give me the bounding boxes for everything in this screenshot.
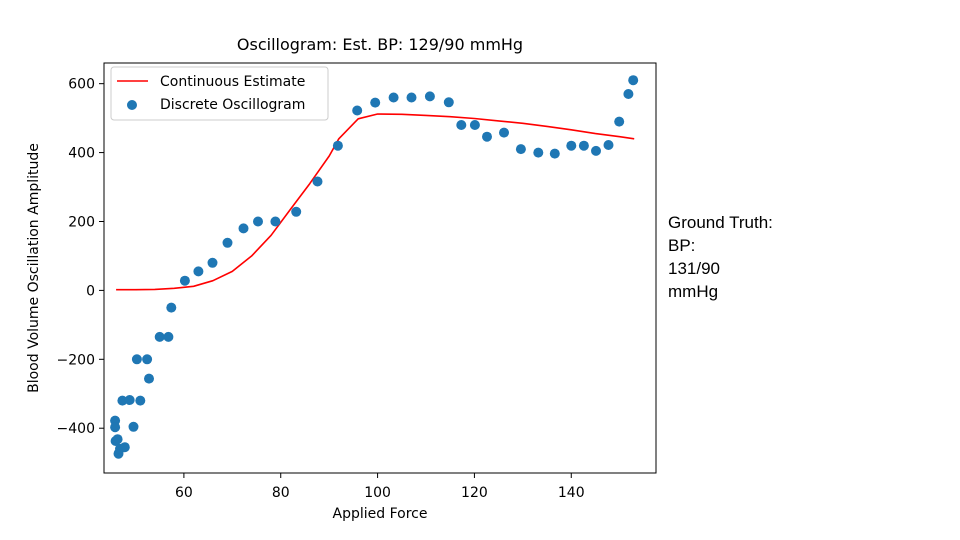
oscillogram-point <box>549 148 560 159</box>
oscillogram-point <box>119 442 130 453</box>
oscillogram-point <box>128 421 139 432</box>
oscillogram-point <box>270 216 281 227</box>
legend: Continuous Estimate Discrete Oscillogram <box>110 66 329 121</box>
x-axis-label: Applied Force <box>333 506 428 522</box>
oscillogram-point <box>406 92 417 103</box>
oscillogram-point <box>515 144 526 155</box>
oscillogram-point <box>117 395 128 406</box>
oscillogram-point <box>482 131 492 142</box>
oscillogram-point <box>312 176 323 187</box>
legend-entry-continuous: Continuous Estimate <box>160 74 305 90</box>
plot-frame <box>103 62 657 474</box>
oscillogram-point <box>135 395 146 406</box>
y-tick-label: 0 <box>86 283 95 299</box>
y-tick-label: −200 <box>57 352 95 368</box>
data-layer <box>110 75 639 459</box>
continuous-estimate-line <box>116 113 635 291</box>
oscillogram-point <box>456 120 467 130</box>
plot-area <box>104 63 656 473</box>
oscillogram-point <box>591 145 601 156</box>
legend-box <box>110 66 329 121</box>
oscillogram-point <box>253 216 263 227</box>
x-tick-label: 60 <box>175 485 193 501</box>
chart-title: Oscillogram: Est. BP: 129/90 mmHg <box>237 35 523 54</box>
oscillogram-point <box>112 434 123 445</box>
oscillogram-point <box>110 422 121 433</box>
y-axis: −400 −200 0 200 400 600 <box>57 77 104 437</box>
y-tick-label: 600 <box>68 77 95 93</box>
oscillogram-point <box>163 331 174 342</box>
oscillogram-point <box>332 140 343 151</box>
oscillogram-point <box>193 266 204 277</box>
oscillogram-point <box>291 206 302 217</box>
oscillogram-point <box>603 140 614 150</box>
legend-marker-swatch <box>127 100 137 110</box>
oscillogram-point <box>614 116 625 127</box>
oscillogram-point <box>443 97 454 108</box>
oscillogram-point <box>166 302 177 313</box>
x-tick-label: 80 <box>272 485 290 501</box>
x-tick-label: 100 <box>364 485 391 501</box>
oscillogram-point <box>238 223 249 234</box>
oscillogram-point <box>533 147 544 158</box>
ground-truth-line: BP: <box>668 236 696 255</box>
oscillogram-point <box>131 354 142 365</box>
oscillogram-point <box>144 373 154 384</box>
oscillogram-point <box>424 91 435 102</box>
oscillogram-point <box>142 354 153 365</box>
y-axis-label: Blood Volume Oscillation Amplitude <box>26 143 42 393</box>
oscillogram-point <box>370 97 381 108</box>
ground-truth-line: 131/90 <box>668 259 720 278</box>
oscillogram-point <box>628 75 639 86</box>
y-tick-label: 400 <box>68 146 95 162</box>
oscillogram-point <box>352 105 363 116</box>
oscillogram-point <box>469 120 480 130</box>
x-tick-label: 120 <box>461 485 488 501</box>
ground-truth-note: Ground Truth: BP: 131/90 mmHg <box>668 211 773 303</box>
oscillogram-point <box>623 89 634 99</box>
oscillogram-point <box>154 331 165 342</box>
y-tick-label: −400 <box>57 421 95 437</box>
ground-truth-line: Ground Truth: <box>668 213 773 232</box>
oscillogram-point <box>566 140 577 151</box>
oscillogram-point <box>578 140 589 151</box>
x-tick-label: 140 <box>558 485 585 501</box>
oscillogram-point <box>179 275 190 286</box>
y-tick-label: 200 <box>68 214 95 230</box>
oscillogram-point <box>207 257 218 268</box>
ground-truth-line: mmHg <box>668 282 719 301</box>
oscillogram-point <box>499 127 509 138</box>
oscillogram-point <box>388 92 399 103</box>
x-axis: 60 80 100 120 140 <box>175 473 585 501</box>
oscillogram-point <box>124 395 135 405</box>
oscillogram-point <box>222 237 233 248</box>
legend-entry-discrete: Discrete Oscillogram <box>160 97 305 113</box>
